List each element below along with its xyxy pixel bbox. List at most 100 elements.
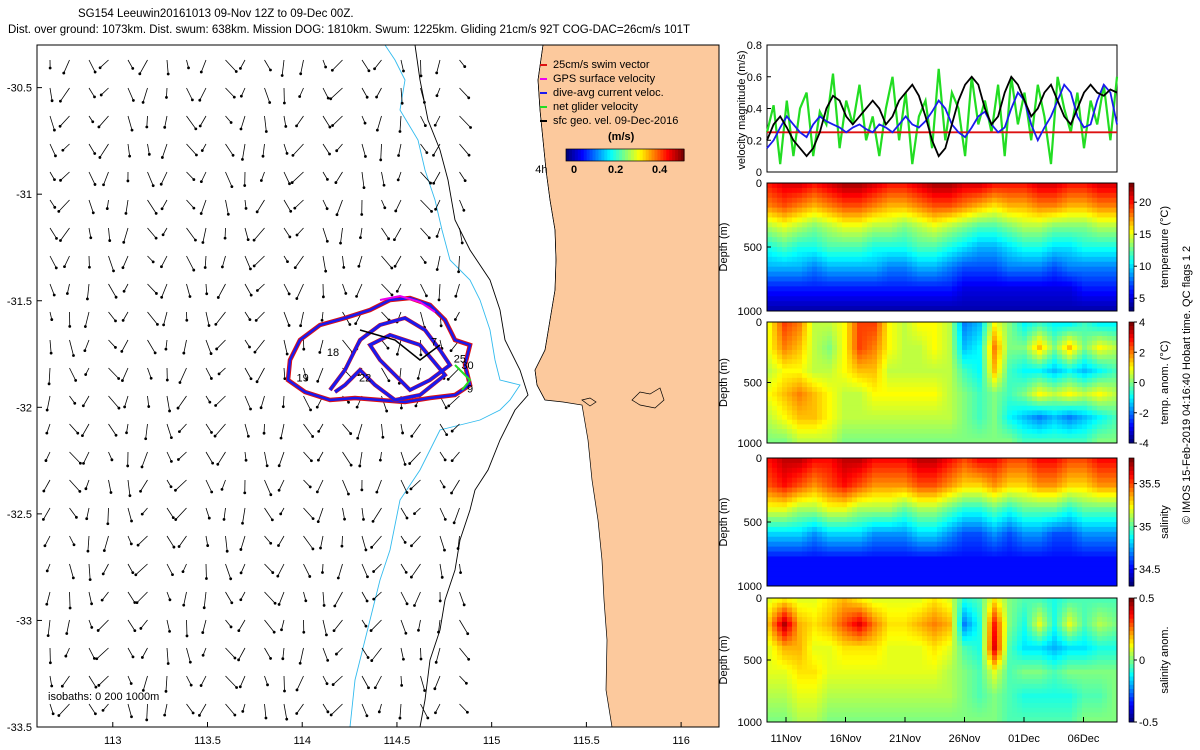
heatmap-cell	[1077, 286, 1083, 292]
heatmap-cell	[957, 237, 963, 243]
heatmap-cell	[912, 197, 918, 204]
heatmap-cell	[787, 217, 793, 223]
heatmap-cell	[812, 296, 818, 302]
heatmap-cell	[1002, 261, 1008, 268]
heatmap-cell	[897, 291, 903, 297]
heatmap-cell	[942, 306, 948, 312]
velocity-arrow-head	[387, 237, 390, 241]
heatmap-cell	[987, 368, 993, 374]
heatmap-cell	[992, 197, 998, 204]
heatmap-cell	[842, 187, 848, 194]
velocity-arrow-head	[435, 234, 439, 238]
heatmap-cell	[1012, 349, 1018, 356]
heatmap-cell	[822, 207, 828, 214]
heatmap-cell	[967, 458, 973, 464]
heatmap-cell	[977, 261, 983, 268]
heatmap-cell	[887, 217, 893, 223]
velocity-arrow	[330, 703, 343, 716]
velocity-arrow-head	[241, 709, 245, 713]
velocity-arrow	[186, 87, 193, 101]
heatmap-cell	[887, 306, 893, 312]
velocity-arrow-head	[375, 490, 379, 494]
heatmap-cell	[772, 429, 778, 435]
heatmap-cell	[977, 281, 983, 287]
heatmap-cell	[1062, 391, 1068, 397]
heatmap-cell	[1067, 286, 1073, 292]
velocity-arrow-head	[161, 233, 165, 237]
heatmap-cell	[1022, 331, 1028, 337]
heatmap-cell	[917, 415, 923, 421]
heatmap-cell	[1102, 424, 1108, 430]
heatmap-cell	[827, 207, 833, 214]
heatmap-cell	[1097, 286, 1103, 292]
heatmap-cell	[937, 306, 943, 312]
velocity-arrow	[223, 507, 226, 520]
heatmap-cell	[987, 296, 993, 302]
heatmap-cell	[1022, 266, 1028, 273]
heatmap-cell	[1102, 291, 1108, 297]
heatmap-cell	[987, 373, 993, 379]
heatmap-cell	[897, 335, 903, 342]
heatmap-cell	[952, 322, 958, 328]
heatmap-cell	[917, 197, 923, 204]
colorbar-cell	[1129, 438, 1134, 444]
velocity-arrow-head	[259, 179, 263, 182]
heatmap-cell	[1017, 281, 1023, 287]
heatmap-cell	[1037, 331, 1043, 337]
heatmap-cell	[837, 377, 843, 383]
velocity-arrow-head	[90, 602, 94, 606]
velocity-arrow	[186, 283, 191, 297]
heatmap-cell	[867, 322, 873, 328]
heatmap-cell	[1092, 331, 1098, 337]
heatmap-cell	[822, 281, 828, 287]
heatmap-cell	[917, 363, 923, 370]
heatmap-cell	[947, 192, 953, 199]
heatmap-cell	[942, 331, 948, 337]
heatmap-cell	[882, 373, 888, 379]
heatmap-cell	[897, 281, 903, 287]
heatmap-cell	[1077, 429, 1083, 435]
velocity-arrow-head	[395, 352, 399, 356]
gps-track	[379, 294, 436, 313]
heatmap-cell	[887, 359, 893, 365]
heatmap-cell	[1107, 419, 1113, 425]
heatmap-cell	[832, 306, 838, 312]
heatmap-cell	[862, 415, 868, 421]
heatmap-cell	[1002, 227, 1008, 233]
heatmap-cell	[1097, 326, 1103, 332]
heatmap-cell	[912, 331, 918, 337]
heatmap-cell	[912, 438, 918, 444]
heatmap-cell	[832, 192, 838, 199]
velocity-arrow-head	[279, 512, 283, 516]
heatmap-cell	[777, 237, 783, 243]
heatmap-cell	[1022, 306, 1028, 312]
heatmap-cell	[1002, 429, 1008, 435]
heatmap-cell	[837, 281, 843, 287]
velocity-arrow-head	[373, 67, 376, 71]
heatmap-cell	[1082, 331, 1088, 337]
heatmap-cell	[827, 276, 833, 282]
heatmap-cell	[917, 306, 923, 312]
heatmap-cell	[902, 326, 908, 332]
heatmap-cell	[1087, 237, 1093, 243]
heatmap-cell	[902, 197, 908, 204]
heatmap-cell	[1107, 227, 1113, 233]
heatmap-cell	[1067, 433, 1073, 439]
heatmap-cell	[772, 197, 778, 204]
velocity-arrow-head	[295, 688, 299, 692]
heatmap-cell	[932, 363, 938, 370]
heatmap-cell	[1017, 349, 1023, 356]
heatmap-cell	[807, 192, 813, 199]
velocity-arrow-head	[246, 434, 250, 438]
heatmap-cell	[952, 256, 958, 263]
heatmap-cell	[987, 212, 993, 218]
heatmap-cell	[927, 377, 933, 383]
velocity-arrow-head	[177, 458, 180, 461]
heatmap-cell	[887, 415, 893, 421]
heatmap-cell	[962, 377, 968, 383]
heatmap-cell	[1062, 368, 1068, 374]
heatmap-cell	[952, 261, 958, 268]
heatmap-cell	[1097, 237, 1103, 243]
velocity-arrow-head	[329, 97, 333, 101]
heatmap-cell	[772, 301, 778, 307]
